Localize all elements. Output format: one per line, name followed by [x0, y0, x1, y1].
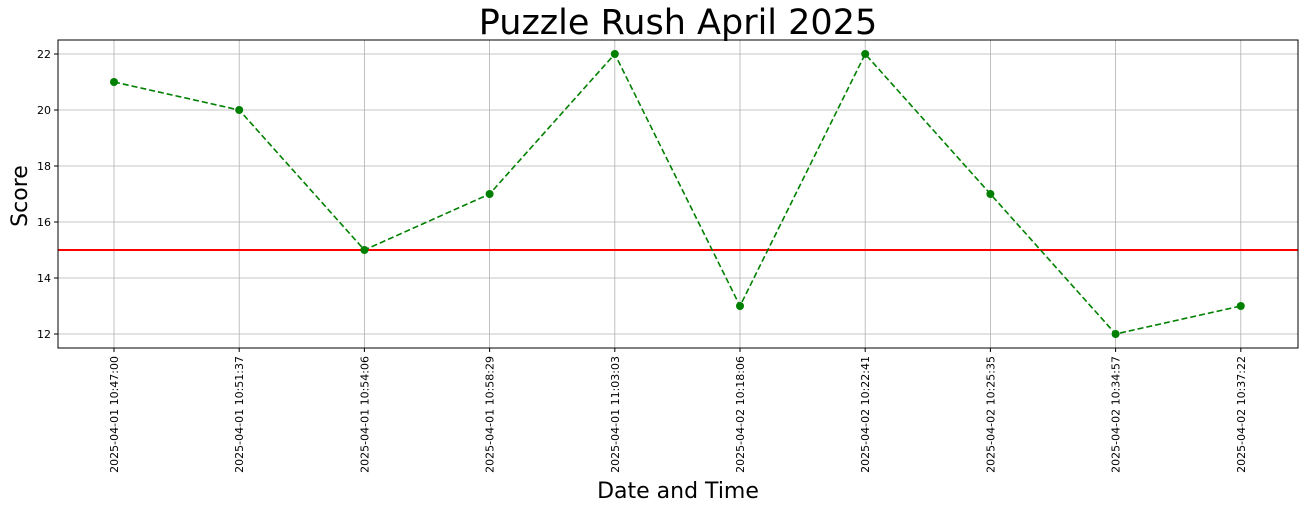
data-point: [861, 50, 870, 58]
y-tick-label: 18: [37, 160, 51, 173]
x-tick-label: 2025-04-01 10:58:29: [484, 356, 497, 473]
x-tick-label: 2025-04-01 11:03:03: [609, 356, 622, 473]
y-tick-label: 22: [37, 48, 51, 61]
x-tick-label: 2025-04-02 10:37:22: [1235, 356, 1248, 473]
data-point: [485, 190, 494, 198]
data-point: [1111, 330, 1120, 338]
x-tick-label: 2025-04-02 10:18:06: [734, 356, 747, 473]
y-tick-label: 14: [37, 272, 51, 285]
x-axis-label: Date and Time: [597, 479, 759, 504]
data-point: [736, 302, 744, 310]
y-tick-label: 16: [37, 216, 51, 229]
data-point: [110, 78, 118, 86]
x-tick-label: 2025-04-01 10:47:00: [108, 356, 121, 473]
data-point: [235, 106, 244, 114]
chart-title: Puzzle Rush April 2025: [479, 3, 877, 43]
grid: [58, 40, 1298, 348]
x-tick-label: 2025-04-02 10:34:57: [1110, 356, 1123, 473]
series-group: [110, 50, 1245, 338]
data-point: [610, 50, 619, 58]
y-axis-label: Score: [8, 165, 33, 227]
x-tick-label: 2025-04-01 10:54:06: [358, 356, 371, 473]
y-tick-label: 12: [37, 328, 51, 341]
data-point: [986, 190, 995, 198]
data-point: [1236, 302, 1245, 310]
x-tick-label: 2025-04-02 10:25:35: [984, 356, 997, 473]
x-tick-label: 2025-04-01 10:51:37: [233, 356, 246, 473]
x-axis-ticks: 2025-04-01 10:47:00 2025-04-01 10:51:37 20…: [108, 348, 1248, 473]
series-line: [113, 52, 1241, 335]
y-axis-ticks: 12 14 16 18 20 22: [37, 48, 58, 341]
y-tick-label: 20: [37, 104, 51, 117]
data-point: [360, 246, 369, 254]
plot-frame: [57, 39, 1299, 349]
x-tick-label: 2025-04-02 10:22:41: [859, 356, 872, 473]
